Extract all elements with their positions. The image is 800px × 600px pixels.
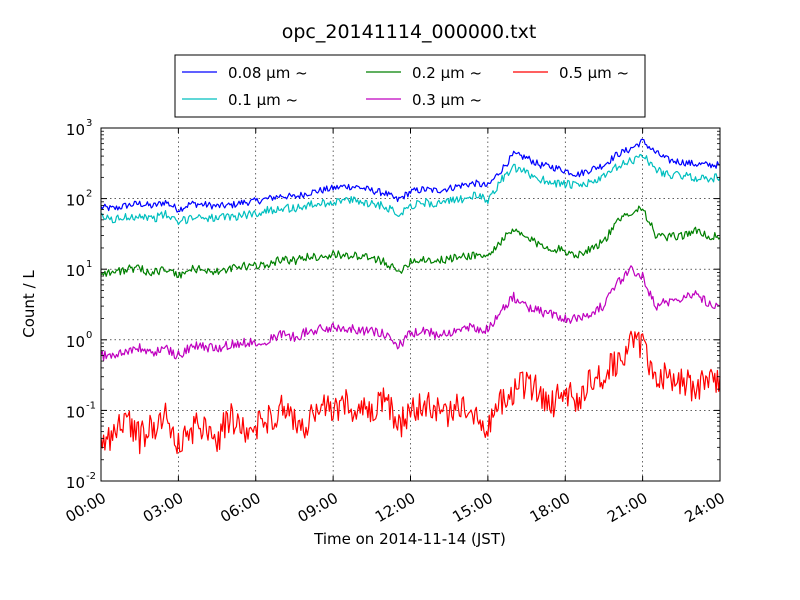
legend-item: 0.08 μm ~	[182, 64, 308, 82]
y-tick-exponent: 2	[86, 189, 92, 200]
y-tick-base: 10	[66, 474, 85, 492]
y-tick-label: 10 2	[66, 189, 92, 210]
series-line-2	[100, 205, 721, 279]
y-tick-base: 10	[66, 333, 85, 351]
y-tick-label: 10 -2	[66, 471, 96, 492]
series-lines	[100, 138, 721, 455]
y-axis-label: Count / L	[20, 270, 38, 338]
y-tick-exponent: 0	[86, 330, 92, 341]
y-tick-exponent: -2	[86, 471, 96, 482]
series-line-3	[100, 265, 721, 361]
legend-label: 0.1 μm ~	[228, 91, 298, 109]
chart-title: opc_20141114_000000.txt	[282, 21, 537, 43]
x-axis-label: Time on 2014-11-14 (JST)	[313, 530, 506, 548]
legend-item: 0.2 μm ~	[366, 64, 482, 82]
y-tick-label: 10 0	[66, 330, 92, 351]
series-line-0	[100, 138, 721, 213]
y-tick-exponent: 1	[86, 259, 92, 270]
legend-label: 0.5 μm ~	[559, 64, 629, 82]
y-tick-base: 10	[66, 121, 85, 139]
legend-label: 0.08 μm ~	[228, 64, 308, 82]
y-tick-exponent: 3	[86, 118, 92, 129]
series-line-1	[100, 153, 721, 226]
legend-item: 0.5 μm ~	[513, 64, 629, 82]
legend-item: 0.1 μm ~	[182, 91, 298, 109]
y-tick-label: 10 3	[66, 118, 92, 139]
legend-label: 0.3 μm ~	[412, 91, 482, 109]
axis-ticks	[100, 127, 721, 482]
y-tick-exponent: -1	[86, 400, 96, 411]
y-tick-label: 10 -1	[66, 400, 96, 421]
legend: 0.08 μm ~ 0.1 μm ~ 0.2 μm ~ 0.3 μm ~ 0.5 μm …	[174, 54, 646, 118]
y-tick-base: 10	[66, 262, 85, 280]
legend-label: 0.2 μm ~	[412, 64, 482, 82]
legend-item: 0.3 μm ~	[366, 91, 482, 109]
y-tick-label: 10 1	[66, 259, 92, 280]
y-tick-base: 10	[66, 192, 85, 210]
legend-frame	[174, 54, 646, 118]
series-line-4	[100, 330, 721, 455]
y-tick-base: 10	[66, 403, 85, 421]
